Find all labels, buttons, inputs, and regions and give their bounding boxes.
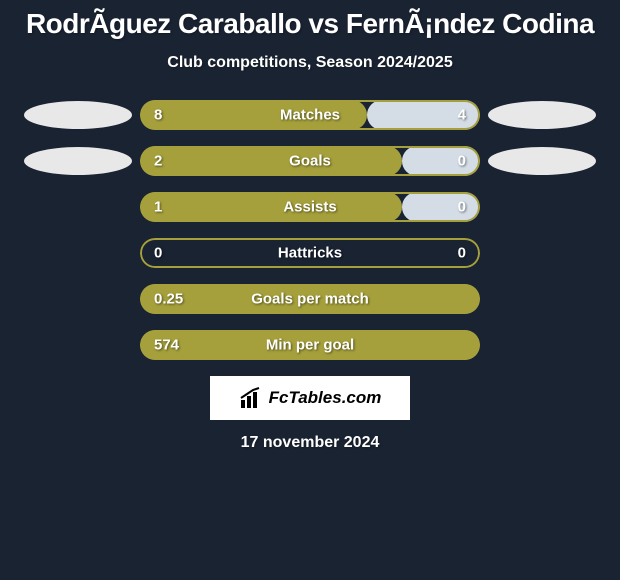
stat-value-left: 0: [154, 245, 162, 262]
stat-bar: 0 0 Hattricks: [140, 238, 480, 268]
bar-segment-right: [402, 192, 480, 222]
stat-row: 8 4 Matches: [4, 100, 616, 130]
player-badge-right: [488, 101, 596, 129]
stats-area: 8 4 Matches 2 0 Goals 1 0 Assists 0 0 Hattricks 0.25…: [4, 100, 616, 360]
page-title: RodrÃ­guez Caraballo vs FernÃ¡ndez Codin…: [4, 8, 616, 40]
bar-segment-left: [140, 146, 402, 176]
stat-label: Hattricks: [278, 245, 342, 262]
date-label: 17 november 2024: [4, 434, 616, 452]
stat-value-left: 574: [154, 337, 179, 354]
stat-label: Matches: [280, 107, 340, 124]
stat-value-right: 0: [458, 153, 466, 170]
stat-value-right: 0: [458, 199, 466, 216]
player-badge-left: [24, 147, 132, 175]
chart-icon: [239, 386, 263, 410]
stat-label: Goals: [289, 153, 331, 170]
comparison-card: RodrÃ­guez Caraballo vs FernÃ¡ndez Codin…: [0, 0, 620, 460]
logo-box[interactable]: FcTables.com: [210, 376, 410, 420]
stat-bar: 1 0 Assists: [140, 192, 480, 222]
stat-label: Goals per match: [251, 291, 369, 308]
stat-label: Assists: [283, 199, 336, 216]
stat-label: Min per goal: [266, 337, 354, 354]
logo-text: FcTables.com: [269, 388, 382, 408]
stat-value-right: 0: [458, 245, 466, 262]
stat-row: 1 0 Assists: [4, 192, 616, 222]
stat-bar: 0.25 Goals per match: [140, 284, 480, 314]
stat-bar: 8 4 Matches: [140, 100, 480, 130]
stat-value-left: 2: [154, 153, 162, 170]
stat-row: 574 Min per goal: [4, 330, 616, 360]
stat-value-left: 8: [154, 107, 162, 124]
stat-row: 0.25 Goals per match: [4, 284, 616, 314]
stat-row: 2 0 Goals: [4, 146, 616, 176]
bar-segment-right: [402, 146, 480, 176]
player-badge-right: [488, 147, 596, 175]
stat-value-left: 1: [154, 199, 162, 216]
subtitle: Club competitions, Season 2024/2025: [4, 54, 616, 72]
stat-bar: 2 0 Goals: [140, 146, 480, 176]
player-badge-left: [24, 101, 132, 129]
stat-value-right: 4: [458, 107, 466, 124]
stat-value-left: 0.25: [154, 291, 183, 308]
stat-bar: 574 Min per goal: [140, 330, 480, 360]
bar-segment-left: [140, 192, 402, 222]
stat-row: 0 0 Hattricks: [4, 238, 616, 268]
